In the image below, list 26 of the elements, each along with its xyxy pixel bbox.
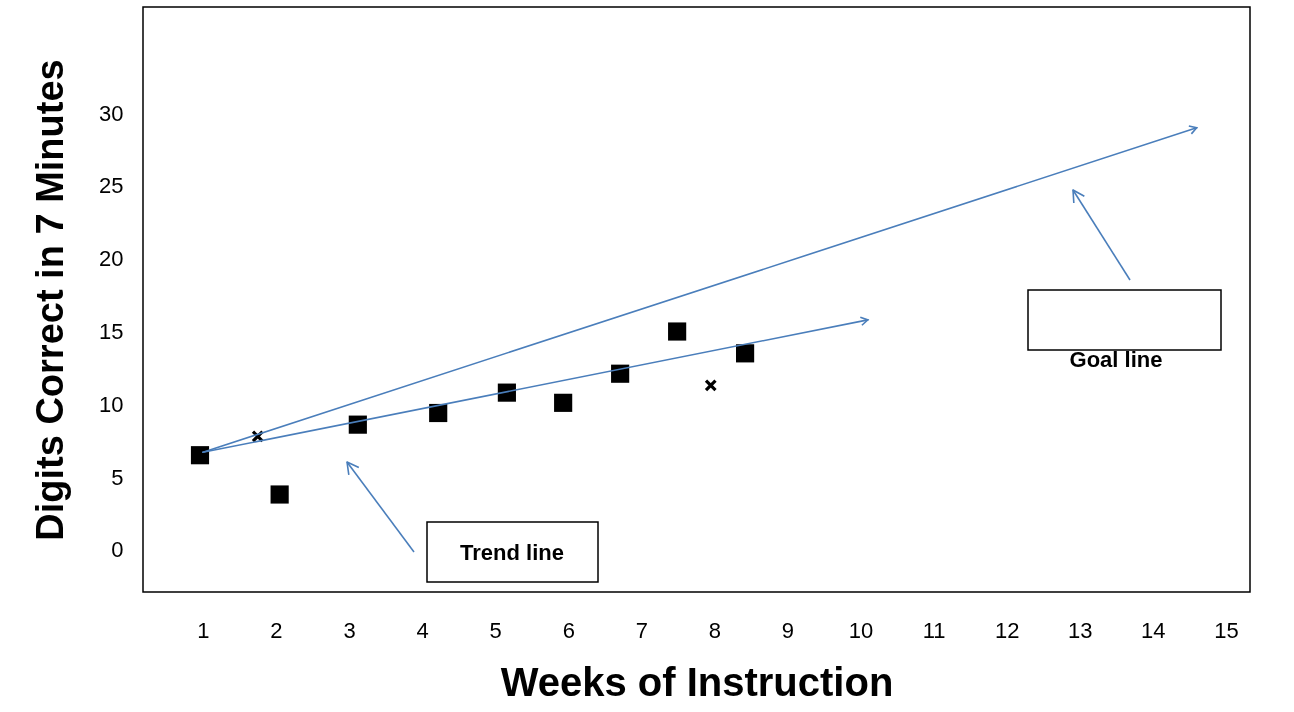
x-axis-title: Weeks of Instruction bbox=[500, 659, 894, 704]
x-tick-label: 11 bbox=[922, 617, 946, 643]
x-tick-label: 14 bbox=[1141, 617, 1166, 643]
x-tick-label: 4 bbox=[416, 617, 429, 643]
x-tick-label: 2 bbox=[270, 617, 283, 643]
x-tick-label: 5 bbox=[489, 617, 502, 643]
x-tick-label: 9 bbox=[781, 617, 795, 643]
x-tick-label: 15 bbox=[1214, 617, 1239, 643]
y-tick-label: 30 bbox=[99, 100, 124, 126]
y-tick-label: 15 bbox=[99, 319, 124, 345]
x-tick-label: 8 bbox=[708, 617, 722, 643]
y-tick-label: 25 bbox=[99, 173, 124, 199]
x-tick-label: 1 bbox=[197, 617, 210, 643]
annotation: Goal line bbox=[1069, 347, 1163, 372]
annotation: Trend line bbox=[460, 540, 564, 565]
x-tick-label: 12 bbox=[994, 617, 1020, 643]
x-tick-label: 7 bbox=[635, 617, 648, 643]
x-tick-label: 13 bbox=[1068, 617, 1093, 643]
y-tick-label: 0 bbox=[111, 537, 124, 563]
y-tick-label: 20 bbox=[99, 246, 124, 272]
x-tick-label: 3 bbox=[343, 617, 356, 643]
x-tick-label: 10 bbox=[848, 617, 874, 643]
y-tick-label: 10 bbox=[99, 391, 124, 417]
y-tick-label: 5 bbox=[111, 464, 124, 490]
y-axis-title: Digits Correct in 7 Minutes bbox=[29, 59, 72, 541]
x-tick-label: 6 bbox=[562, 617, 575, 643]
